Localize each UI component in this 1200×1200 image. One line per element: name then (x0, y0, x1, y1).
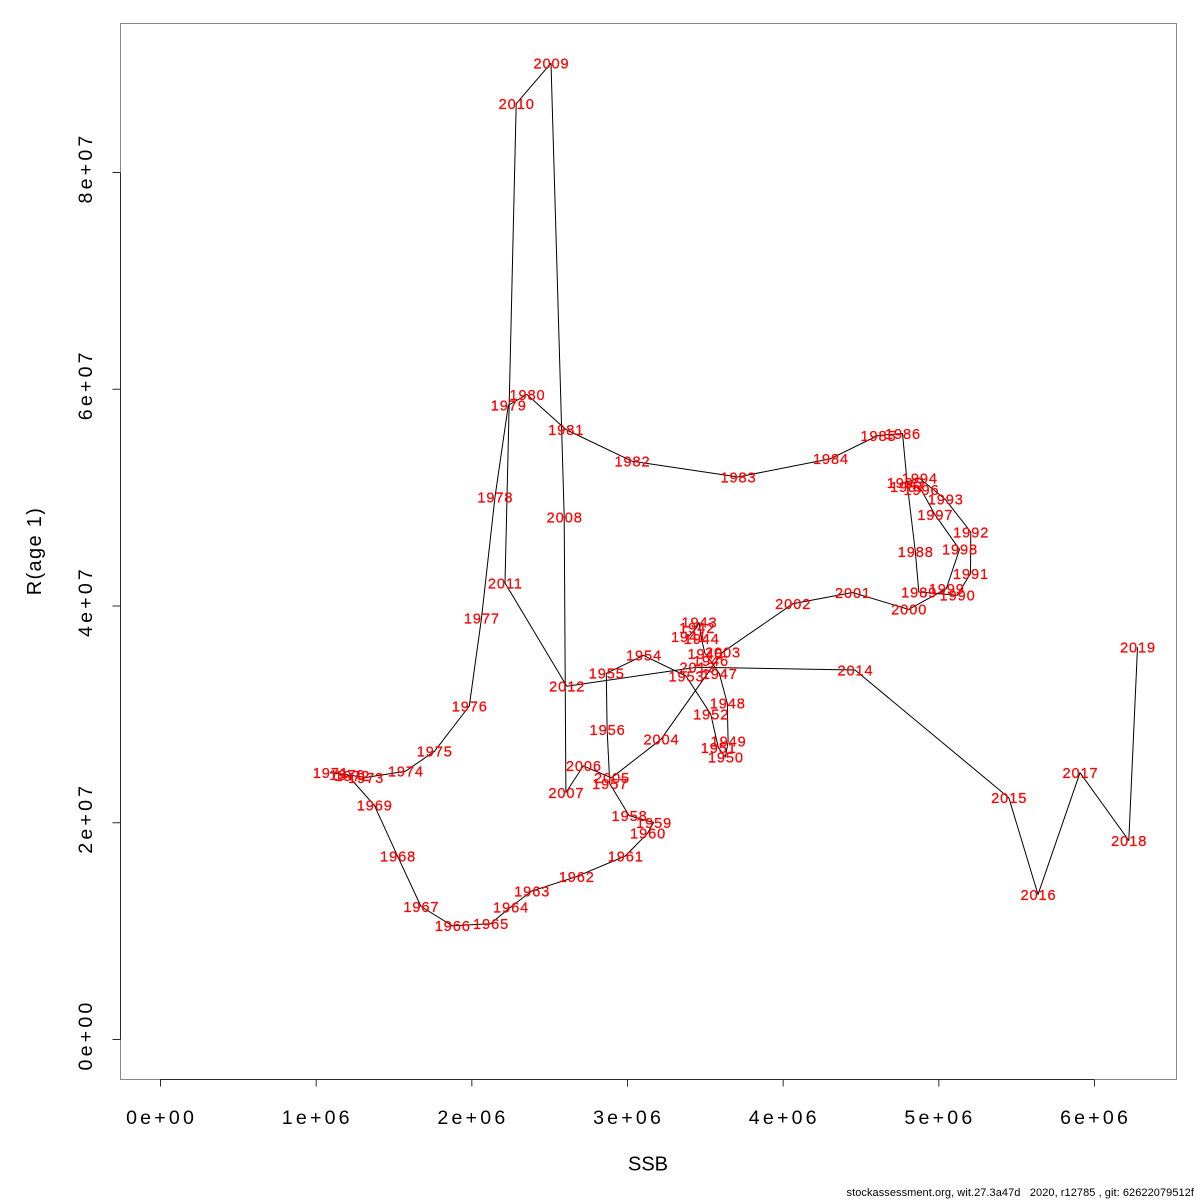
svg-text:1980: 1980 (509, 388, 545, 404)
svg-text:1945: 1945 (687, 647, 723, 663)
svg-text:2019: 2019 (1120, 641, 1156, 657)
svg-text:2008: 2008 (547, 510, 583, 526)
svg-text:1971: 1971 (313, 766, 349, 782)
svg-text:2006: 2006 (566, 759, 602, 775)
svg-text:1967: 1967 (403, 900, 439, 916)
svg-text:1961: 1961 (608, 849, 644, 865)
svg-text:1948: 1948 (710, 697, 746, 713)
svg-text:5e+06: 5e+06 (904, 1107, 975, 1129)
svg-text:1999: 1999 (929, 582, 965, 598)
svg-text:1965: 1965 (473, 917, 509, 933)
svg-text:2003: 2003 (705, 646, 741, 662)
svg-text:8e+07: 8e+07 (75, 132, 97, 203)
svg-text:1964: 1964 (493, 900, 529, 916)
svg-text:1960: 1960 (630, 827, 666, 843)
svg-text:1952: 1952 (693, 708, 729, 724)
svg-text:stockassessment.org, wit.27.3a: stockassessment.org, wit.27.3a47d 2020, … (847, 1187, 1195, 1199)
svg-text:2015: 2015 (991, 791, 1027, 807)
svg-text:2012: 2012 (549, 680, 585, 696)
svg-text:2009: 2009 (533, 57, 569, 73)
svg-text:1954: 1954 (626, 649, 662, 665)
svg-text:1957: 1957 (592, 777, 628, 793)
svg-text:6e+07: 6e+07 (75, 349, 97, 420)
svg-text:1985: 1985 (860, 429, 896, 445)
svg-text:1989: 1989 (901, 585, 937, 601)
svg-text:1973: 1973 (348, 771, 384, 787)
svg-text:2004: 2004 (643, 733, 679, 749)
svg-text:0e+00: 0e+00 (126, 1107, 197, 1129)
svg-text:1970: 1970 (329, 768, 365, 784)
svg-text:1991: 1991 (953, 567, 989, 583)
svg-text:1975: 1975 (417, 745, 453, 761)
svg-text:1944: 1944 (684, 632, 720, 648)
svg-text:2017: 2017 (1062, 766, 1098, 782)
svg-text:4e+07: 4e+07 (75, 566, 97, 637)
svg-text:1974: 1974 (388, 765, 424, 781)
svg-text:2011: 2011 (488, 576, 523, 592)
svg-text:2e+07: 2e+07 (75, 783, 97, 854)
svg-text:1994: 1994 (902, 471, 938, 487)
svg-text:1941: 1941 (671, 630, 707, 646)
svg-text:4e+06: 4e+06 (749, 1107, 820, 1129)
svg-text:1953: 1953 (668, 669, 704, 685)
svg-text:3e+06: 3e+06 (593, 1107, 664, 1129)
svg-text:1968: 1968 (380, 850, 416, 866)
svg-text:2001: 2001 (835, 586, 871, 602)
svg-text:1950: 1950 (708, 750, 744, 766)
svg-text:1956: 1956 (590, 723, 626, 739)
svg-text:2013: 2013 (679, 661, 715, 677)
svg-text:1942: 1942 (679, 621, 715, 637)
svg-text:1959: 1959 (636, 816, 672, 832)
svg-text:1996: 1996 (903, 483, 939, 499)
svg-text:1981: 1981 (548, 423, 584, 439)
svg-text:1982: 1982 (614, 455, 650, 471)
svg-text:2018: 2018 (1111, 834, 1147, 850)
svg-text:2010: 2010 (499, 97, 535, 113)
svg-text:1978: 1978 (477, 490, 513, 506)
svg-text:1943: 1943 (681, 616, 717, 632)
svg-text:6e+06: 6e+06 (1060, 1107, 1131, 1129)
svg-text:0e+00: 0e+00 (75, 999, 97, 1070)
svg-text:2007: 2007 (548, 786, 584, 802)
svg-text:1963: 1963 (514, 884, 550, 900)
svg-text:1955: 1955 (589, 667, 625, 683)
svg-text:1962: 1962 (559, 870, 595, 886)
svg-text:1946: 1946 (693, 654, 729, 670)
svg-text:1951: 1951 (701, 741, 737, 757)
svg-text:1949: 1949 (711, 735, 747, 751)
svg-text:1966: 1966 (435, 919, 471, 935)
svg-text:1992: 1992 (953, 525, 989, 541)
svg-text:1990: 1990 (940, 589, 976, 605)
svg-text:1977: 1977 (464, 611, 500, 627)
svg-text:1984: 1984 (813, 452, 849, 468)
svg-text:1997: 1997 (917, 508, 953, 524)
svg-text:2e+06: 2e+06 (437, 1107, 508, 1129)
svg-text:1e+06: 1e+06 (282, 1107, 353, 1129)
svg-text:1993: 1993 (928, 493, 964, 509)
svg-text:SSB: SSB (628, 1154, 668, 1176)
svg-text:2002: 2002 (775, 597, 811, 613)
svg-text:1979: 1979 (491, 399, 527, 415)
svg-text:1969: 1969 (357, 799, 393, 815)
svg-text:2014: 2014 (837, 663, 873, 679)
svg-text:2016: 2016 (1020, 888, 1056, 904)
svg-text:1983: 1983 (720, 470, 756, 486)
svg-text:1995: 1995 (887, 476, 923, 492)
svg-text:2005: 2005 (594, 771, 630, 787)
svg-text:2000: 2000 (891, 603, 927, 619)
svg-text:1947: 1947 (702, 667, 738, 683)
svg-text:R(age 1): R(age 1) (24, 507, 46, 595)
svg-text:1958: 1958 (612, 809, 648, 825)
svg-text:1987: 1987 (890, 480, 926, 496)
svg-text:1988: 1988 (898, 545, 934, 561)
svg-text:1998: 1998 (942, 543, 978, 559)
svg-text:1986: 1986 (885, 427, 921, 443)
svg-text:1976: 1976 (452, 699, 488, 715)
svg-text:1972: 1972 (334, 769, 370, 785)
